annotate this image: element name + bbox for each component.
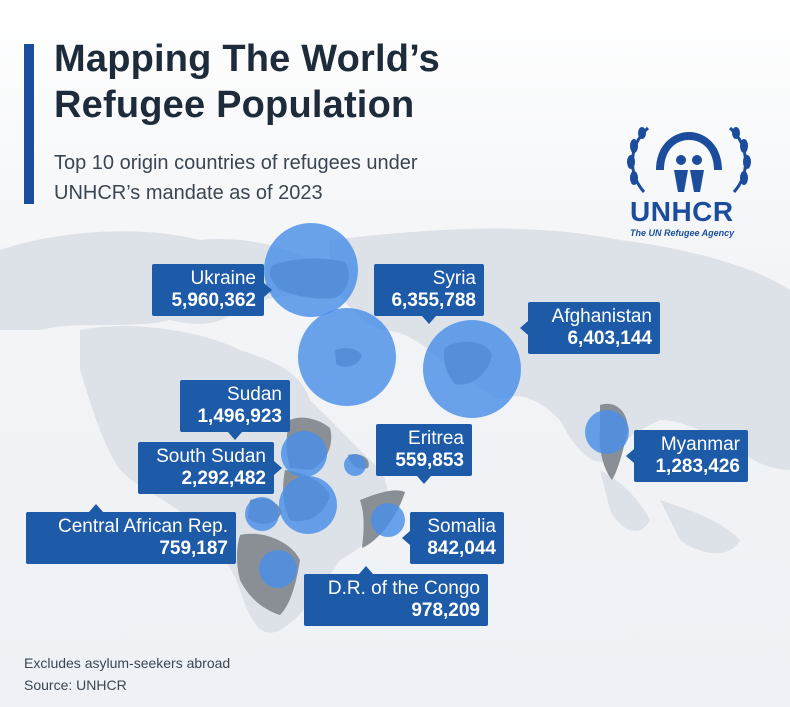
country-name: Eritrea xyxy=(408,428,464,449)
unhcr-logo: UNHCR The UN Refugee Agency xyxy=(622,122,756,240)
country-name: Myanmar xyxy=(660,434,740,455)
country-name: D.R. of the Congo xyxy=(327,578,480,599)
label-myanmar: Myanmar 1,283,426 xyxy=(626,430,748,482)
page-title: Mapping The World’s Refugee Population xyxy=(54,36,594,128)
country-name: South Sudan xyxy=(156,446,266,467)
bubble-south-sudan xyxy=(279,476,337,534)
page-subtitle: Top 10 origin countries of refugees unde… xyxy=(54,148,574,208)
refugee-count: 5,960,362 xyxy=(171,290,256,311)
refugee-count: 2,292,482 xyxy=(181,468,266,489)
logo-tagline: The UN Refugee Agency xyxy=(630,228,735,238)
bubble-somalia xyxy=(371,503,405,537)
refugee-count: 978,209 xyxy=(411,600,480,621)
title-accent-bar xyxy=(24,44,34,204)
label-somalia: Somalia 842,044 xyxy=(402,512,504,564)
bubble-central-african-rep xyxy=(245,497,279,531)
country-name: Ukraine xyxy=(190,268,256,289)
refugee-count: 6,355,788 xyxy=(391,290,476,311)
logo-name: UNHCR xyxy=(630,196,734,227)
bubble-afghanistan xyxy=(423,320,521,418)
footnote-exclusion: Excludes asylum-seekers abroad xyxy=(24,655,231,671)
country-name: Somalia xyxy=(427,516,496,537)
subtitle-line-2: UNHCR’s mandate as of 2023 xyxy=(54,182,323,204)
footnote: Excludes asylum-seekers abroad Source: U… xyxy=(24,652,230,696)
bubble-ukraine xyxy=(264,223,358,317)
country-name: Afghanistan xyxy=(551,306,652,327)
country-name: Sudan xyxy=(227,384,282,405)
refugee-count: 559,853 xyxy=(395,450,464,471)
label-afghanistan: Afghanistan 6,403,144 xyxy=(520,302,660,354)
label-south-sudan: South Sudan 2,292,482 xyxy=(138,442,282,494)
label-dr-congo: D.R. of the Congo 978,209 xyxy=(304,566,488,626)
label-ukraine: Ukraine 5,960,362 xyxy=(152,264,272,316)
refugee-count: 6,403,144 xyxy=(567,328,652,349)
refugee-count: 759,187 xyxy=(159,538,228,559)
refugee-count: 1,283,426 xyxy=(655,456,740,477)
bubble-sudan xyxy=(281,431,327,477)
bubble-eritrea xyxy=(344,454,366,476)
country-name: Central African Rep. xyxy=(57,516,228,537)
bubble-syria xyxy=(298,308,396,406)
unhcr-emblem-icon xyxy=(627,126,751,193)
bubble-dr-congo xyxy=(259,550,297,588)
subtitle-line-1: Top 10 origin countries of refugees unde… xyxy=(54,152,418,174)
bubble-myanmar xyxy=(585,410,629,454)
bubbles xyxy=(245,223,629,588)
label-central-african-rep: Central African Rep. 759,187 xyxy=(26,504,236,564)
refugee-count: 1,496,923 xyxy=(197,406,282,427)
country-name: Syria xyxy=(432,268,476,289)
footnote-source: Source: UNHCR xyxy=(24,677,127,693)
refugee-count: 842,044 xyxy=(427,538,496,559)
label-sudan: Sudan 1,496,923 xyxy=(180,380,290,440)
title-line-1: Mapping The World’s xyxy=(54,38,440,80)
title-line-2: Refugee Population xyxy=(54,84,415,126)
label-eritrea: Eritrea 559,853 xyxy=(376,424,472,484)
label-syria: Syria 6,355,788 xyxy=(374,264,484,324)
